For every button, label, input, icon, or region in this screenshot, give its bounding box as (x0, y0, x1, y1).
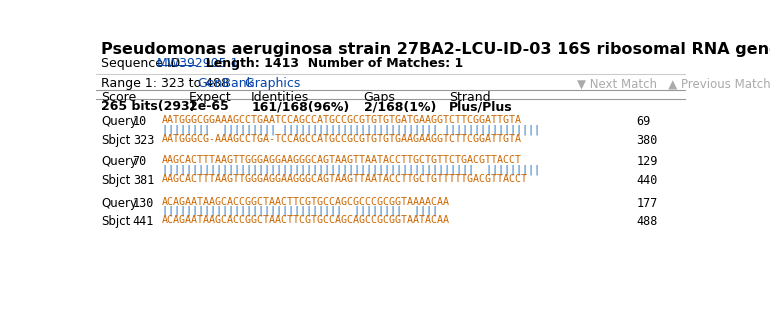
Text: ||||||||  ||||||||| |||||||||||||||||||||||||| ||||||||||||||||: |||||||| ||||||||| |||||||||||||||||||||… (162, 124, 540, 135)
Text: 488: 488 (637, 215, 658, 228)
Text: ▼ Next Match   ▲ Previous Match: ▼ Next Match ▲ Previous Match (577, 77, 770, 90)
Text: Expect: Expect (189, 91, 232, 104)
Text: Sbjct: Sbjct (101, 174, 130, 187)
Text: 381: 381 (132, 174, 154, 187)
Text: 129: 129 (637, 155, 658, 168)
Text: Identities: Identities (251, 91, 310, 104)
Text: 130: 130 (132, 197, 154, 210)
Text: 2/168(1%): 2/168(1%) (363, 100, 436, 113)
Text: GenBank: GenBank (197, 77, 254, 90)
Text: AAGCACTTTAAGTTGGGAGGAAGGGCAGTAAGTTAATACCTTGCTGTTCTGACGTTACCT: AAGCACTTTAAGTTGGGAGGAAGGGCAGTAAGTTAATACC… (162, 155, 522, 165)
Text: Sequence ID:: Sequence ID: (101, 57, 189, 70)
Text: MW392905.1: MW392905.1 (157, 57, 239, 70)
Text: Range 1: 323 to 488: Range 1: 323 to 488 (101, 77, 233, 90)
Text: Length: 1413  Number of Matches: 1: Length: 1413 Number of Matches: 1 (197, 57, 464, 70)
Text: 161/168(96%): 161/168(96%) (251, 100, 350, 113)
Text: 70: 70 (132, 155, 147, 168)
Text: Strand: Strand (449, 91, 490, 104)
Text: AATGGGCGGAAAGCCTGAATCCAGCCATGCCGCGTGTGTGATGAAGGTCTTCGGATTGTA: AATGGGCGGAAAGCCTGAATCCAGCCATGCCGCGTGTGTG… (162, 115, 522, 125)
Text: Query: Query (101, 155, 137, 168)
Text: ||||||||||||||||||||||||||||||  ||||||||  ||||: |||||||||||||||||||||||||||||| |||||||| … (162, 206, 438, 216)
Text: Sbjct: Sbjct (101, 215, 130, 228)
Text: Plus/Plus: Plus/Plus (449, 100, 513, 113)
Text: Score: Score (101, 91, 136, 104)
Text: Pseudomonas aeruginosa strain 27BA2-LCU-ID-03 16S ribosomal RNA gene, partial se: Pseudomonas aeruginosa strain 27BA2-LCU-… (101, 42, 770, 57)
Text: 265 bits(293): 265 bits(293) (101, 100, 196, 113)
Text: 69: 69 (637, 115, 651, 128)
Text: 441: 441 (132, 215, 154, 228)
Text: 2e-65: 2e-65 (189, 100, 229, 113)
Text: Sbjct: Sbjct (101, 133, 130, 146)
Text: 10: 10 (132, 115, 147, 128)
Text: ||||||||||||||||||||||||||||||||||||||||||||||||||||  |||||||||: ||||||||||||||||||||||||||||||||||||||||… (162, 164, 540, 175)
Text: Gaps: Gaps (363, 91, 396, 104)
Text: ACAGAATAAGCACCGGCTAACTTCGTGCCAGCAGCCGCGGTAATACAA: ACAGAATAAGCACCGGCTAACTTCGTGCCAGCAGCCGCGG… (162, 215, 450, 225)
Text: Graphics: Graphics (237, 77, 300, 90)
Text: Query: Query (101, 197, 137, 210)
Text: ACAGAATAAGCACCGGCTAACTTCGTGCCAGCGCCCGCGGTAAAACAA: ACAGAATAAGCACCGGCTAACTTCGTGCCAGCGCCCGCGG… (162, 197, 450, 207)
Text: 177: 177 (637, 197, 658, 210)
Text: AATGGGCG-AAAGCCTGA-TCCAGCCATGCCGCGTGTGTGAAGAAGGTCTTCGGATTGTA: AATGGGCG-AAAGCCTGA-TCCAGCCATGCCGCGTGTGTG… (162, 133, 522, 144)
Text: 323: 323 (132, 133, 154, 146)
Text: 380: 380 (637, 133, 658, 146)
Text: AAGCACTTTAAGTTGGGAGGAAGGGCAGTAAGTTAATACCTTGCTGTTTTTGACGTTACCT: AAGCACTTTAAGTTGGGAGGAAGGGCAGTAAGTTAATACC… (162, 174, 528, 184)
Text: Query: Query (101, 115, 137, 128)
Text: 440: 440 (637, 174, 658, 187)
